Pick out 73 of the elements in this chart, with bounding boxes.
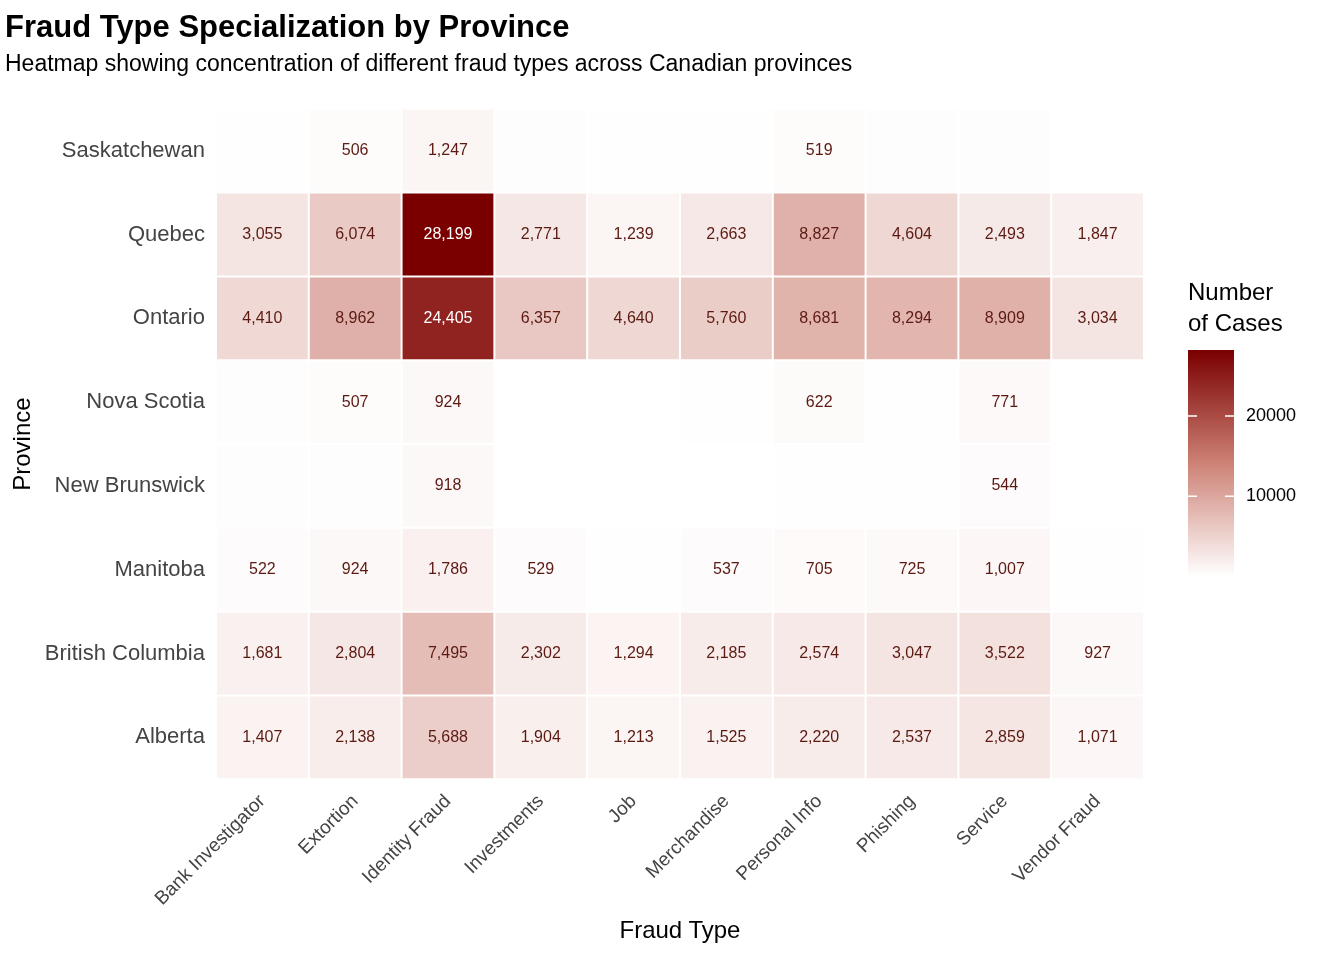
data-label: 522 (249, 560, 276, 578)
data-label: 2,537 (891, 727, 933, 745)
data-label: 918 (434, 476, 462, 494)
data-label: 1,681 (242, 643, 283, 661)
data-label: 2,302 (520, 643, 561, 661)
x-tick-label: Job (603, 790, 641, 827)
data-label: 519 (805, 141, 833, 159)
data-label: 927 (1084, 643, 1112, 661)
data-label: 24,405 (423, 308, 473, 326)
color-bar-label: 10000 (1246, 485, 1297, 506)
data-label: 6,074 (335, 224, 376, 242)
y-tick-label: Ontario (132, 304, 205, 330)
data-label: 6,357 (520, 308, 561, 326)
data-label: 2,771 (520, 224, 561, 242)
y-tick-label: Nova Scotia (86, 388, 206, 414)
chart-subtitle: Heatmap showing concentration of different fraud types across Canadian provinces (5, 50, 853, 77)
data-label: 3,522 (984, 643, 1025, 661)
data-label: 8,681 (799, 308, 840, 326)
y-tick-label: New Brunswick (54, 472, 206, 497)
y-tick-label: Quebec (127, 220, 205, 246)
data-label: 544 (991, 476, 1019, 494)
data-label: 5,688 (427, 727, 469, 745)
data-label: 1,786 (427, 560, 469, 578)
data-label: 537 (713, 560, 740, 578)
chart-title: Fraud Type Specialization by Province (5, 9, 570, 45)
color-bar-title: Number of Cases (1188, 278, 1283, 336)
data-label: 4,410 (242, 308, 283, 326)
y-tick-label: Saskatchewan (61, 136, 205, 162)
x-axis-title: Fraud Type (619, 916, 741, 944)
data-label: 2,804 (335, 643, 376, 661)
data-label: 8,827 (799, 224, 840, 242)
data-label: 2,859 (984, 727, 1025, 745)
data-label: 705 (805, 560, 833, 578)
data-label: 8,962 (335, 308, 376, 326)
data-label: 4,640 (613, 308, 654, 326)
data-label: 3,055 (242, 224, 283, 242)
data-label: 1,239 (613, 224, 654, 242)
data-label: 3,034 (1077, 308, 1118, 326)
y-tick-label: Alberta (135, 723, 206, 749)
data-label: 8,909 (984, 308, 1025, 326)
data-label: 924 (434, 392, 462, 410)
data-label: 506 (341, 141, 369, 159)
data-label: 2,493 (984, 224, 1025, 242)
data-label: 771 (991, 392, 1019, 410)
data-label: 2,574 (799, 643, 840, 661)
y-tick-label: Manitoba (114, 555, 206, 581)
data-label: 1,213 (613, 727, 654, 745)
data-label: 1,071 (1077, 727, 1118, 745)
y-tick-label: British Columbia (44, 639, 206, 665)
data-label: 4,604 (891, 224, 933, 242)
data-label: 2,138 (335, 727, 376, 745)
data-label: 28,199 (423, 224, 473, 242)
data-label: 1,007 (984, 560, 1025, 578)
data-label: 1,294 (613, 643, 654, 661)
data-label: 8,294 (891, 308, 933, 326)
data-label: 2,663 (706, 224, 747, 242)
data-label: 1,407 (242, 727, 283, 745)
data-label: 7,495 (427, 643, 469, 661)
data-label: 5,760 (706, 308, 747, 326)
data-label: 1,847 (1077, 224, 1118, 242)
data-label: 529 (527, 560, 555, 578)
data-label: 924 (341, 560, 369, 578)
y-axis-title: Province (8, 397, 36, 491)
data-label: 2,220 (799, 727, 840, 745)
data-label: 1,525 (706, 727, 747, 745)
data-label: 1,247 (427, 141, 469, 159)
data-label: 507 (341, 392, 369, 410)
data-label: 1,904 (520, 727, 561, 745)
data-label: 3,047 (891, 643, 933, 661)
color-bar-label: 20000 (1246, 404, 1297, 425)
data-label: 2,185 (706, 643, 747, 661)
data-label: 725 (898, 560, 926, 578)
data-label: 622 (805, 392, 833, 410)
